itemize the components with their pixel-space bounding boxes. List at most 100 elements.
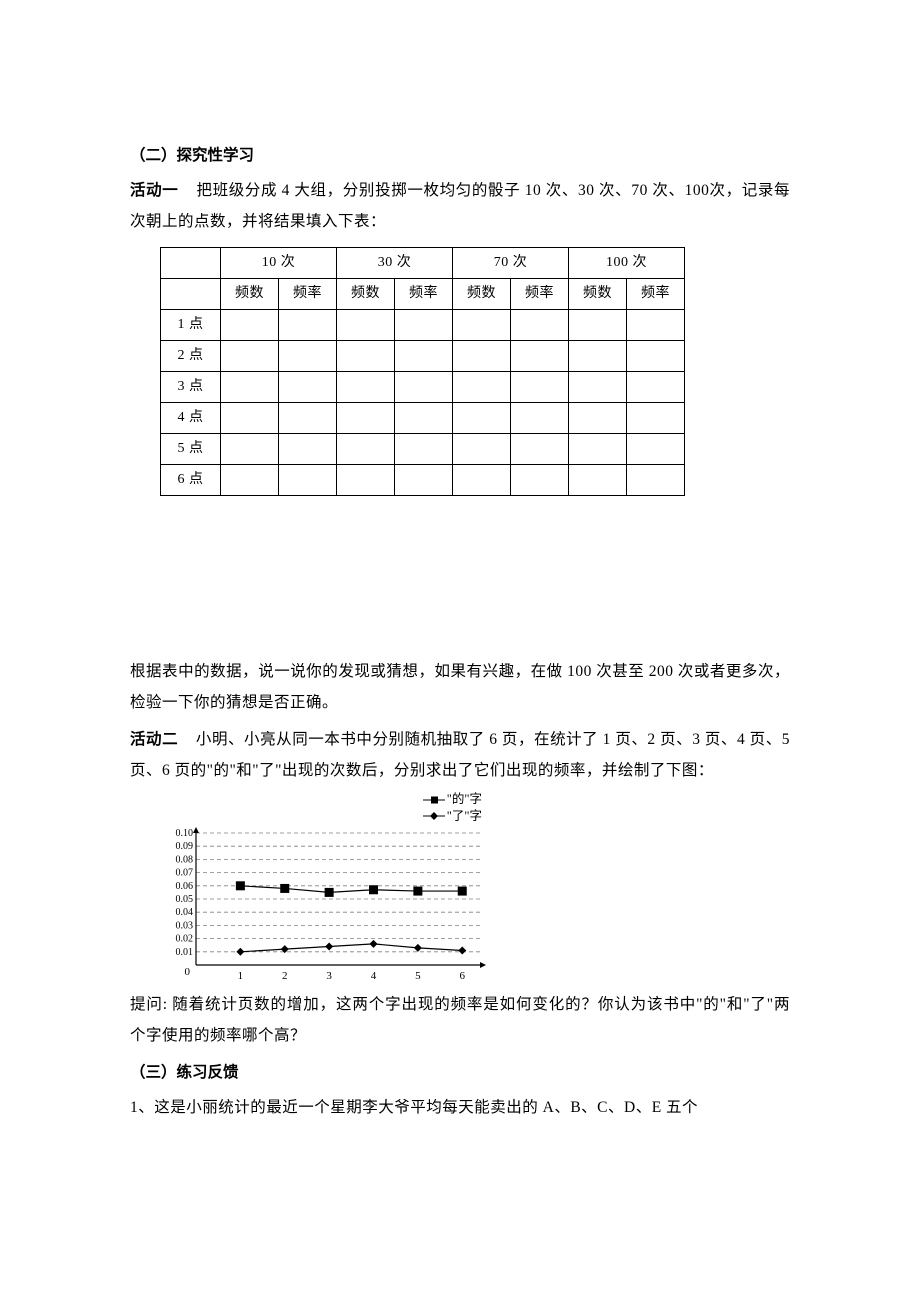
- table-cell: [453, 372, 511, 403]
- row-label: 6 点: [161, 465, 221, 496]
- table-cell: [627, 372, 685, 403]
- table-cell: [221, 434, 279, 465]
- table-cell: [511, 310, 569, 341]
- svg-text:2: 2: [282, 970, 288, 982]
- question-text: 提问: 随着统计页数的增加，这两个字出现的频率是如何变化的？你认为该书中"的"和…: [130, 989, 790, 1051]
- sub-header: 频数: [453, 279, 511, 310]
- sub-header: 频率: [395, 279, 453, 310]
- table-cell: [395, 310, 453, 341]
- row-label: 2 点: [161, 341, 221, 372]
- sub-header: 频数: [221, 279, 279, 310]
- sub-header: 频数: [569, 279, 627, 310]
- legend-item: "的"字: [160, 792, 482, 809]
- table-cell: [569, 310, 627, 341]
- exercise-1-text: 1、这是小丽统计的最近一个星期李大爷平均每天能卖出的 A、B、C、D、E 五个: [130, 1092, 790, 1123]
- trial-header: 100 次: [569, 248, 685, 279]
- table-cell: [221, 310, 279, 341]
- sub-header: 频率: [279, 279, 337, 310]
- table-cell: [337, 434, 395, 465]
- row-label: 3 点: [161, 372, 221, 403]
- trial-header: 70 次: [453, 248, 569, 279]
- table-cell: [395, 434, 453, 465]
- table-cell: [395, 403, 453, 434]
- section-2-header: （二）探究性学习: [130, 140, 790, 171]
- table-cell: [511, 434, 569, 465]
- svg-text:0: 0: [185, 966, 191, 978]
- table-cell: [395, 372, 453, 403]
- trial-header: 10 次: [221, 248, 337, 279]
- svg-text:0.08: 0.08: [176, 854, 194, 865]
- table-cell: [279, 372, 337, 403]
- table-cell: [569, 403, 627, 434]
- table-row: 6 点: [161, 465, 685, 496]
- activity-2-label: 活动二: [130, 731, 178, 748]
- row-label: 5 点: [161, 434, 221, 465]
- table-corner2: [161, 279, 221, 310]
- table-cell: [569, 372, 627, 403]
- table-cell: [395, 341, 453, 372]
- table-cell: [569, 465, 627, 496]
- table-cell: [569, 341, 627, 372]
- svg-text:0.06: 0.06: [176, 881, 194, 892]
- table-body: 1 点2 点3 点4 点5 点6 点: [161, 310, 685, 496]
- diamond-marker-icon: [423, 811, 445, 821]
- table-cell: [627, 403, 685, 434]
- table-cell: [337, 372, 395, 403]
- table-cell: [627, 434, 685, 465]
- activity-1-text-1: 把班级分成 4 大组，分别投掷一枚均匀的骰子 10 次、30 次、70 次、10…: [130, 182, 790, 230]
- svg-text:0.07: 0.07: [176, 868, 194, 879]
- table-head: 10 次30 次70 次100 次频数频率频数频率频数频率频数频率: [161, 248, 685, 310]
- square-marker-icon: [423, 795, 445, 805]
- svg-text:0.04: 0.04: [176, 907, 194, 918]
- table-cell: [337, 465, 395, 496]
- table-cell: [627, 310, 685, 341]
- chart-svg: 0.010.020.030.040.050.060.070.080.090.10…: [160, 827, 488, 987]
- svg-text:0.03: 0.03: [176, 920, 194, 931]
- trial-header: 30 次: [337, 248, 453, 279]
- activity-1-label: 活动一: [130, 182, 178, 199]
- table-cell: [279, 341, 337, 372]
- table-cell: [279, 403, 337, 434]
- table-cell: [221, 465, 279, 496]
- activity-1-para: 活动一 把班级分成 4 大组，分别投掷一枚均匀的骰子 10 次、30 次、70 …: [130, 175, 790, 237]
- table-cell: [221, 403, 279, 434]
- svg-text:0.05: 0.05: [176, 894, 194, 905]
- spacer: [130, 506, 790, 656]
- svg-text:0.02: 0.02: [176, 934, 194, 945]
- legend-item: "了"字: [160, 809, 482, 826]
- table-row: 2 点: [161, 341, 685, 372]
- svg-text:0.10: 0.10: [176, 828, 194, 839]
- sub-header: 频率: [511, 279, 569, 310]
- table-cell: [627, 341, 685, 372]
- table-corner: [161, 248, 221, 279]
- svg-text:4: 4: [371, 970, 377, 982]
- row-label: 4 点: [161, 403, 221, 434]
- svg-text:6: 6: [460, 970, 466, 982]
- sub-header: 频率: [627, 279, 685, 310]
- table-cell: [279, 434, 337, 465]
- table-row: 4 点: [161, 403, 685, 434]
- table-cell: [511, 465, 569, 496]
- table-cell: [337, 341, 395, 372]
- table-cell: [337, 403, 395, 434]
- table-row: 5 点: [161, 434, 685, 465]
- svg-text:3: 3: [326, 970, 332, 982]
- table-cell: [221, 372, 279, 403]
- table-cell: [279, 465, 337, 496]
- table-cell: [453, 465, 511, 496]
- section-3-header: （三）练习反馈: [130, 1057, 790, 1088]
- table-cell: [453, 341, 511, 372]
- legend-label: "了"字: [447, 809, 482, 824]
- chart-area: "的"字 "了"字 0.01 0.02 0.03 0.04 0.05 0.06 0.07 0.0…: [160, 792, 488, 987]
- table-cell: [453, 310, 511, 341]
- svg-text:5: 5: [415, 970, 421, 982]
- legend-label: "的"字: [447, 792, 482, 807]
- svg-text:1: 1: [238, 970, 244, 982]
- table-cell: [395, 465, 453, 496]
- table-cell: [337, 310, 395, 341]
- svg-text:0.01: 0.01: [176, 947, 194, 958]
- table-cell: [511, 403, 569, 434]
- table-cell: [221, 341, 279, 372]
- activity-1-text-2: 根据表中的数据，说一说你的发现或猜想，如果有兴趣，在做 100 次甚至 200 …: [130, 656, 790, 718]
- frequency-table: 10 次30 次70 次100 次频数频率频数频率频数频率频数频率 1 点2 点…: [160, 247, 685, 496]
